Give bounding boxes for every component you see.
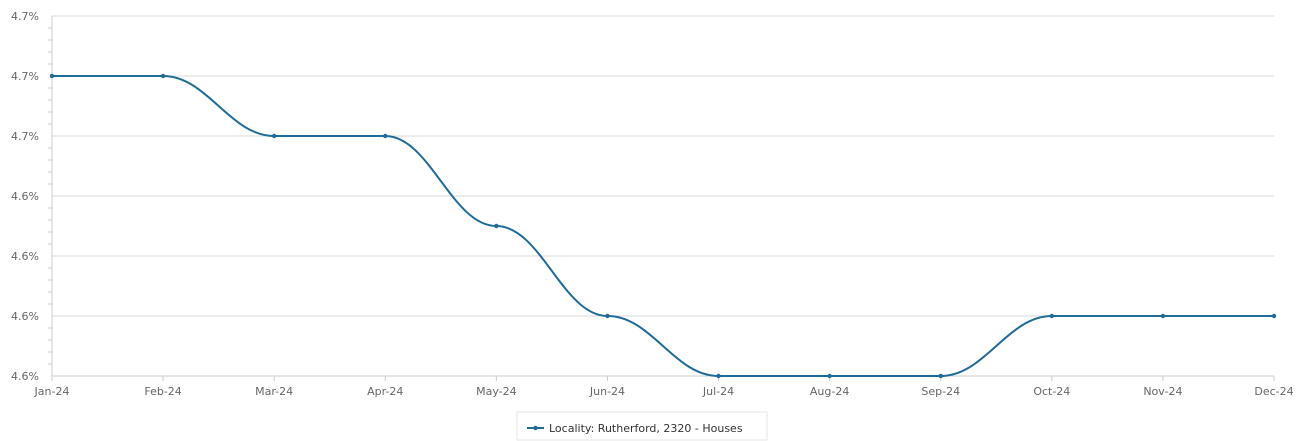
y-tick-label: 4.6% <box>11 370 39 383</box>
series-group <box>49 73 1277 379</box>
data-point[interactable] <box>494 223 499 229</box>
x-axis: Jan-24 Feb-24 Mar-24 Apr-24 May-24 Jun-24 Jul-… <box>34 375 1294 398</box>
data-point[interactable] <box>1160 313 1166 319</box>
y-tick-label: 4.7% <box>11 10 39 23</box>
x-tick-label: Nov-24 <box>1143 385 1182 398</box>
legend[interactable]: Locality: Rutherford, 2320 - Houses <box>516 411 768 441</box>
x-tick-label: Mar-24 <box>255 385 293 398</box>
y-tick-label: 4.7% <box>11 130 39 143</box>
data-point[interactable] <box>49 73 55 79</box>
x-tick-label: Feb-24 <box>144 385 181 398</box>
legend-label: Locality: Rutherford, 2320 - Houses <box>549 422 743 435</box>
x-tick-label: Dec-24 <box>1254 385 1293 398</box>
x-tick-label: Sep-24 <box>921 385 960 398</box>
legend-marker-icon <box>533 425 538 431</box>
x-tick-label: Apr-24 <box>367 385 403 398</box>
data-point[interactable] <box>716 373 721 379</box>
x-tick-label: Aug-24 <box>810 385 849 398</box>
y-minor-ticks <box>48 27 52 365</box>
legend-box <box>516 411 768 441</box>
data-point[interactable] <box>383 133 388 139</box>
data-point[interactable] <box>1049 313 1055 319</box>
y-tick-label: 4.7% <box>11 70 39 83</box>
y-tick-label: 4.6% <box>11 190 39 203</box>
data-point[interactable] <box>160 73 166 79</box>
data-point[interactable] <box>271 133 277 139</box>
y-tick-label: 4.6% <box>11 310 39 323</box>
y-axis: 4.6% 4.6% 4.6% 4.6% 4.7% 4.7% 4.7% <box>11 10 53 383</box>
x-tick-label: Jun-24 <box>589 385 625 398</box>
data-point[interactable] <box>827 373 832 379</box>
y-tick-label: 4.6% <box>11 250 39 263</box>
x-tick-label: May-24 <box>476 385 517 398</box>
x-tick-label: Oct-24 <box>1033 385 1070 398</box>
grid-lines <box>52 15 1274 317</box>
x-tick-label: Jan-24 <box>34 385 70 398</box>
x-tick-label: Jul-24 <box>702 385 734 398</box>
series-line <box>51 74 1274 377</box>
data-point[interactable] <box>938 373 943 379</box>
data-point[interactable] <box>1271 313 1277 319</box>
data-point[interactable] <box>605 313 610 319</box>
